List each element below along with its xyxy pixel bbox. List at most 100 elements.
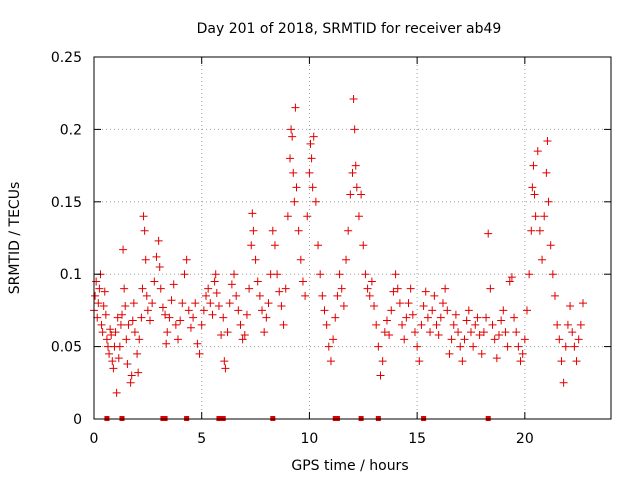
data-point <box>150 277 159 286</box>
data-point <box>120 284 129 293</box>
data-point <box>479 328 488 337</box>
data-point <box>380 328 389 337</box>
data-point <box>135 335 144 344</box>
data-point <box>438 299 447 308</box>
data-point <box>522 306 531 315</box>
data-point <box>477 349 486 358</box>
x-tick-label: 10 <box>301 431 319 447</box>
data-point <box>210 277 219 286</box>
data-point <box>544 197 553 206</box>
data-point <box>426 328 435 337</box>
data-point <box>191 299 200 308</box>
data-point <box>245 284 254 293</box>
data-point <box>555 335 564 344</box>
y-tick-label: 0 <box>73 412 82 428</box>
data-point <box>492 354 501 363</box>
data-point <box>342 255 351 264</box>
data-point <box>108 357 117 366</box>
data-point <box>454 328 463 337</box>
data-point <box>255 291 264 300</box>
data-point <box>466 328 475 337</box>
data-point <box>264 299 273 308</box>
data-point <box>93 313 102 322</box>
data-point <box>214 302 223 311</box>
data-point <box>533 147 542 156</box>
data-point <box>475 331 484 340</box>
data-point <box>566 302 575 311</box>
data-point <box>306 139 315 148</box>
data-point <box>432 320 441 329</box>
data-point <box>527 226 536 235</box>
data-point <box>348 168 357 177</box>
data-point <box>339 302 348 311</box>
data-point <box>287 125 296 134</box>
data-point <box>158 303 167 312</box>
data-point <box>393 284 402 293</box>
data-point <box>322 320 331 329</box>
data-point <box>148 299 157 308</box>
data-point <box>333 291 342 300</box>
data-point <box>126 378 135 387</box>
data-point <box>574 335 583 344</box>
data-point <box>415 357 424 366</box>
data-point <box>193 339 202 348</box>
data-point <box>354 212 363 221</box>
data-point <box>303 212 312 221</box>
data-point <box>561 342 570 351</box>
data-point <box>447 335 456 344</box>
data-point <box>249 226 258 235</box>
data-point <box>344 226 353 235</box>
data-point <box>516 357 525 366</box>
data-point <box>141 255 150 264</box>
data-point <box>111 328 120 337</box>
data-point <box>99 302 108 311</box>
data-point <box>503 342 512 351</box>
data-point <box>294 226 303 235</box>
data-point <box>449 320 458 329</box>
data-point <box>230 270 239 279</box>
data-point <box>540 212 549 221</box>
data-point <box>402 313 411 322</box>
data-point <box>421 287 430 296</box>
data-point <box>471 320 480 329</box>
data-point <box>576 320 585 329</box>
data-point <box>240 331 249 340</box>
data-point <box>138 284 147 293</box>
data-point <box>563 320 572 329</box>
data-point <box>171 320 180 329</box>
data-point <box>464 306 473 315</box>
data-point <box>165 313 174 322</box>
data-point <box>501 328 510 337</box>
data-point <box>378 357 387 366</box>
data-point <box>251 255 260 264</box>
data-point <box>406 284 415 293</box>
data-point <box>260 328 269 337</box>
data-point <box>497 316 506 325</box>
data-point <box>434 331 443 340</box>
data-point <box>234 306 243 315</box>
data-point <box>94 299 103 308</box>
data-point <box>204 284 213 293</box>
data-point <box>372 320 381 329</box>
data-point <box>318 291 327 300</box>
data-point <box>212 289 221 298</box>
y-tick-label: 0.05 <box>51 340 82 356</box>
data-point <box>408 310 417 319</box>
data-point <box>292 183 301 192</box>
data-point <box>376 371 385 380</box>
plot-frame <box>93 56 612 420</box>
data-point <box>385 331 394 340</box>
data-point <box>109 364 118 373</box>
x-tick-label: 0 <box>90 431 99 447</box>
data-point <box>346 190 355 199</box>
data-point <box>277 302 286 311</box>
data-point <box>543 136 552 145</box>
data-point <box>559 378 568 387</box>
data-point <box>290 197 299 206</box>
data-point <box>460 335 469 344</box>
data-point <box>458 357 467 366</box>
data-point <box>413 342 422 351</box>
data-point <box>387 306 396 315</box>
data-point <box>122 335 131 344</box>
